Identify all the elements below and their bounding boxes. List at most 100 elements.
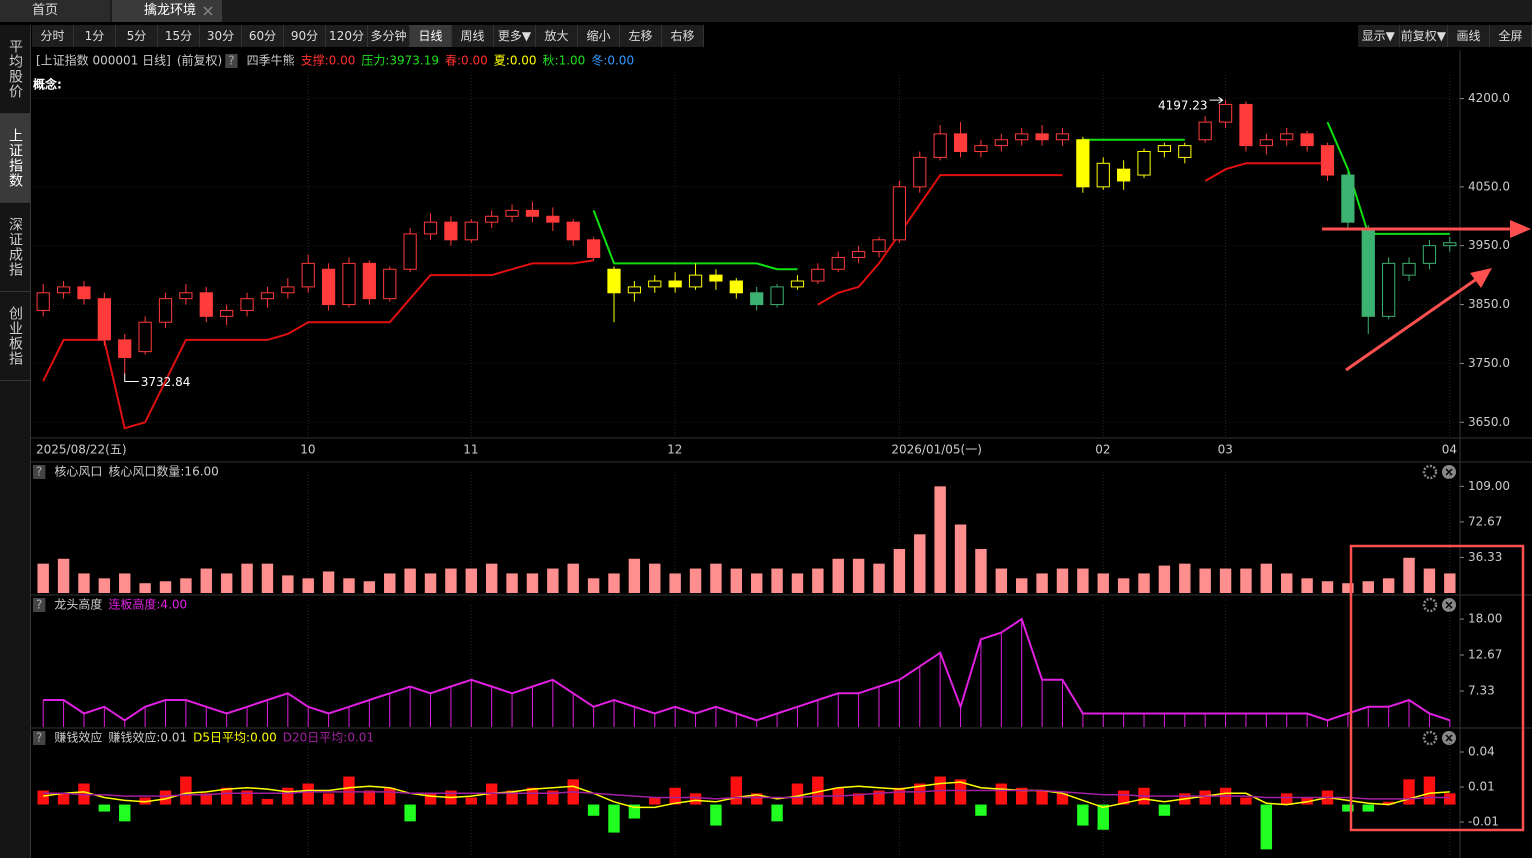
concept-label: 概念: [33,77,62,92]
bar [812,568,824,593]
candle-body [1015,133,1029,141]
period-button[interactable]: 日线 [410,25,452,47]
header-text: 冬:0.00 [591,53,634,68]
bar [1444,793,1456,805]
bar [628,804,641,819]
candle-body [1157,145,1172,153]
candle-body [586,239,601,258]
period-button[interactable]: 放大 [536,25,578,47]
candle-body [1117,168,1131,182]
period-button[interactable]: 多分钟 [368,25,410,47]
bar [873,563,885,593]
bar [1219,568,1232,593]
bar [750,573,763,593]
tab[interactable]: 擒龙环境 [112,0,222,22]
bar [710,804,722,826]
period-button[interactable]: 更多▼ [494,25,536,47]
bar [363,790,376,805]
candle-body [913,156,927,188]
view-button[interactable]: 显示▼ [1357,25,1400,47]
period-button[interactable]: 右移 [662,25,704,47]
bar [322,571,335,593]
bar [1444,573,1456,593]
period-button[interactable]: 1分 [74,25,116,47]
candle-body [668,280,682,288]
x-tick-label: 2026/01/05(一) [891,443,982,457]
header-text: ? [36,465,42,479]
sidebar-item[interactable]: 上证指数 [0,114,30,203]
period-button[interactable]: 90分 [284,25,326,47]
x-tick-label: 02 [1095,443,1110,457]
period-button[interactable]: 周线 [452,25,494,47]
bar [995,568,1008,593]
tab-bar: 首页 擒龙环境 [0,0,1532,22]
bar [37,790,49,805]
candle-body [179,292,193,300]
period-button[interactable]: 缩小 [578,25,620,47]
sidebar-item[interactable]: 创业板指 [0,292,30,381]
bar [934,486,946,593]
bar [791,573,804,593]
candle-body [97,298,111,341]
bar [1240,568,1252,593]
bar [465,568,478,593]
bar [914,534,926,593]
candle-body [1239,103,1253,147]
bar [1301,578,1313,593]
y-tick-label: 72.67 [1468,514,1502,528]
x-tick-label: 12 [667,443,682,457]
candle-body [1055,133,1070,141]
bar [710,563,722,593]
header-text: 龙头高度 [54,597,102,612]
bar [1382,578,1395,593]
period-button[interactable]: 分时 [32,25,74,47]
period-button[interactable]: 120分 [326,25,368,47]
bar [1342,804,1354,812]
header-text: 四季牛熊 [247,53,295,68]
candle-body [1218,103,1233,123]
view-button[interactable]: 画线 [1448,25,1490,47]
bar [893,787,906,805]
header-text: 核心风口 [54,465,102,479]
candle-body [118,339,132,359]
candle-body [770,286,784,306]
y-tick-label: 36.33 [1468,550,1502,564]
bar [526,787,539,805]
bar [1097,573,1109,593]
sidebar-item[interactable]: 平均股价 [0,25,30,114]
view-button[interactable]: 前复权▼ [1399,25,1448,47]
period-button[interactable]: 30分 [200,25,242,47]
bar [404,804,416,822]
bar [78,573,90,593]
sidebar-item[interactable]: 深证成指 [0,203,30,292]
bar [445,568,457,593]
header-text: 连板高度:4.00 [108,597,187,612]
period-button[interactable]: 15分 [158,25,200,47]
period-button[interactable]: 60分 [242,25,284,47]
bar [343,776,355,805]
period-buttons: 分时 1分 5分 15分 30分 60分 90分 120分 多分钟 日线 周线 更多▼ 放大 缩小 左移 右移 [32,25,704,48]
bar [1036,790,1048,805]
candle-body [1320,145,1335,176]
bar [282,787,294,805]
header-text: ? [228,54,234,68]
bar [424,573,437,593]
period-button[interactable]: 左移 [620,25,662,47]
y-tick-label: 3950.0 [1468,238,1510,252]
bar [1015,787,1028,805]
header-text: 支撑:0.00 [301,53,356,68]
bar [37,563,49,593]
bar [628,558,641,593]
bar [975,548,987,593]
help-box [225,54,238,68]
bar [771,804,783,822]
view-button[interactable]: 全屏 [1490,25,1532,47]
candle-body [831,256,845,270]
bar [852,558,865,593]
x-tick-label: 04 [1442,443,1457,457]
header-text: 赚钱效应:0.01 [108,730,187,745]
tab[interactable]: 首页 [0,0,110,22]
period-button[interactable]: 5分 [116,25,158,47]
